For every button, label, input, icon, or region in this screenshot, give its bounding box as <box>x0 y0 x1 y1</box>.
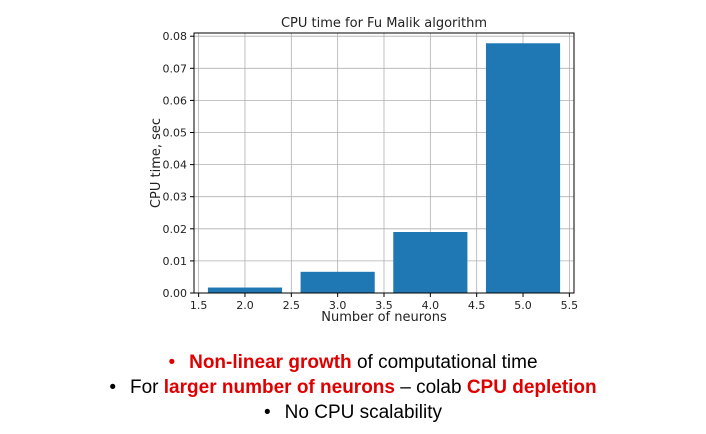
highlight-cpu-depletion: CPU depletion <box>466 377 597 398</box>
y-tick-label: 0.05 <box>163 127 188 140</box>
bar-3 <box>300 271 375 293</box>
bullet-dot: • <box>109 377 116 398</box>
x-tick-label: 4.0 <box>422 299 440 312</box>
y-tick-label: 0.01 <box>163 255 188 268</box>
highlight-larger-neurons: larger number of neurons <box>163 377 395 398</box>
plot-frame <box>193 32 575 294</box>
y-axis-ticks: 0.00 0.01 0.02 0.03 0.04 0.05 0.06 0.07 0.08 <box>163 30 194 300</box>
bar-4 <box>393 232 468 293</box>
x-tick-label: 3.5 <box>375 299 393 312</box>
y-tick-label: 0.06 <box>163 94 188 107</box>
x-tick-label: 4.5 <box>468 299 486 312</box>
y-axis-label: CPU time, sec <box>149 118 164 208</box>
y-tick-label: 0.03 <box>163 191 188 204</box>
x-axis-ticks: 1.5 2.0 2.5 3.0 3.5 4.0 4.5 5.0 5.5 <box>190 293 578 312</box>
grid-lines <box>194 33 574 294</box>
y-tick-label: 0.07 <box>163 62 188 75</box>
x-axis-label: Number of neurons <box>321 310 447 325</box>
bullet-dot: • <box>264 402 271 423</box>
bullet-text: of computational time <box>351 352 538 373</box>
x-tick-label: 2.0 <box>236 299 254 312</box>
x-tick-label: 5.5 <box>561 299 579 312</box>
bar-2 <box>207 287 283 293</box>
x-tick-label: 1.5 <box>190 299 208 312</box>
y-tick-label: 0.02 <box>163 223 188 236</box>
bullet-text: – colab <box>394 377 467 398</box>
x-tick-label: 2.5 <box>283 299 301 312</box>
bullet-line-3: • No CPU scalability <box>0 400 706 425</box>
bullet-line-1: • Non-linear growth of computational time <box>0 350 706 375</box>
bar-5 <box>485 43 561 293</box>
y-tick-label: 0.04 <box>163 159 188 172</box>
cpu-time-chart: 1.5 2.0 2.5 3.0 3.5 4.0 4.5 5.0 5.5 0.00 0.01 0.02… <box>149 16 578 325</box>
bullet-text: For <box>130 377 164 398</box>
y-tick-label: 0.08 <box>163 30 188 43</box>
bullet-text: No CPU scalability <box>284 402 442 423</box>
x-tick-label: 3.0 <box>329 299 347 312</box>
x-tick-label: 5.0 <box>514 299 532 312</box>
bullet-dot: • <box>168 352 176 373</box>
bullet-line-2: • For larger number of neurons – colab CP… <box>0 375 706 400</box>
chart-title: CPU time for Fu Malik algorithm <box>281 16 487 31</box>
bullet-list: • Non-linear growth of computational time… <box>0 350 706 425</box>
highlight-nonlinear-growth: Non-linear growth <box>189 352 352 373</box>
y-tick-label: 0.00 <box>163 287 188 300</box>
bars <box>207 43 561 293</box>
